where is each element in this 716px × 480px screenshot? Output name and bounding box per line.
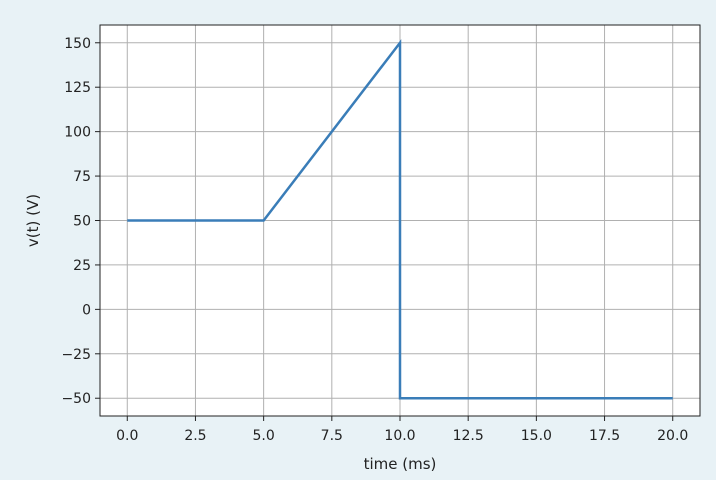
x-tick-label: 15.0 xyxy=(521,428,552,444)
plot-frame xyxy=(99,24,701,417)
y-tick-label: 150 xyxy=(64,36,91,52)
series-line xyxy=(127,39,673,400)
x-tick-label: 17.5 xyxy=(589,428,620,444)
ticks: 0.0 2.5 5.0 7.5 10.0 12.5 15.0 17.5 20.0 −50 −25 0 2… xyxy=(61,36,688,444)
y-axis-label: v(t) (V) xyxy=(24,194,42,247)
y-tick-label: 125 xyxy=(64,80,91,96)
y-tick-label: 50 xyxy=(73,214,91,230)
x-tick-label: 12.5 xyxy=(453,428,484,444)
x-tick-label: 0.0 xyxy=(116,428,138,444)
x-tick-label: 20.0 xyxy=(657,428,688,444)
y-tick-label: 100 xyxy=(64,125,91,141)
series-layer xyxy=(127,39,673,400)
y-tick-label: 25 xyxy=(73,258,91,274)
x-tick-label: 5.0 xyxy=(253,428,275,444)
y-tick-label: 0 xyxy=(82,302,91,318)
y-tick-label: 75 xyxy=(73,169,91,185)
y-tick-label: −25 xyxy=(61,347,91,363)
x-axis-label: time (ms) xyxy=(364,455,437,473)
x-tick-label: 2.5 xyxy=(184,428,206,444)
x-tick-label: 7.5 xyxy=(321,428,343,444)
x-tick-label: 10.0 xyxy=(384,428,415,444)
y-tick-label: −50 xyxy=(61,391,91,407)
